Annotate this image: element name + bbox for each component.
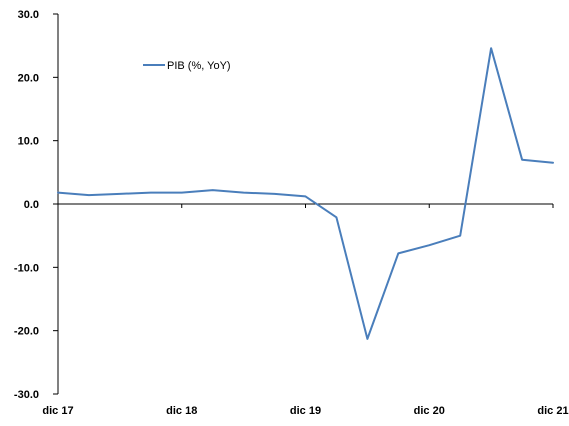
series-line bbox=[57, 47, 554, 340]
y-axis-ticks: 30.0 20.0 10.0 0.0 -10.0 -20.0 -30.0 bbox=[14, 9, 58, 401]
x-tick-label: dic 18 bbox=[166, 405, 197, 417]
x-tick-label: dic 20 bbox=[414, 405, 445, 417]
x-tick-label: dic 21 bbox=[537, 405, 568, 417]
legend: PIB (%, YoY) bbox=[143, 60, 231, 72]
x-tick-label: dic 19 bbox=[290, 405, 321, 417]
x-tick-label: dic 17 bbox=[42, 405, 73, 417]
series-layer bbox=[57, 47, 554, 340]
y-tick-label: -10.0 bbox=[14, 262, 39, 274]
x-axis-ticks: dic 17 dic 18 dic 19 dic 20 dic 21 bbox=[42, 204, 569, 417]
y-tick-label: -20.0 bbox=[14, 326, 39, 338]
y-tick-label: 20.0 bbox=[18, 72, 39, 84]
y-tick-label: 0.0 bbox=[24, 199, 39, 211]
y-tick-label: -30.0 bbox=[14, 389, 39, 401]
y-tick-label: 30.0 bbox=[18, 9, 39, 21]
y-tick-label: 10.0 bbox=[18, 136, 39, 148]
legend-label: PIB (%, YoY) bbox=[167, 60, 231, 72]
